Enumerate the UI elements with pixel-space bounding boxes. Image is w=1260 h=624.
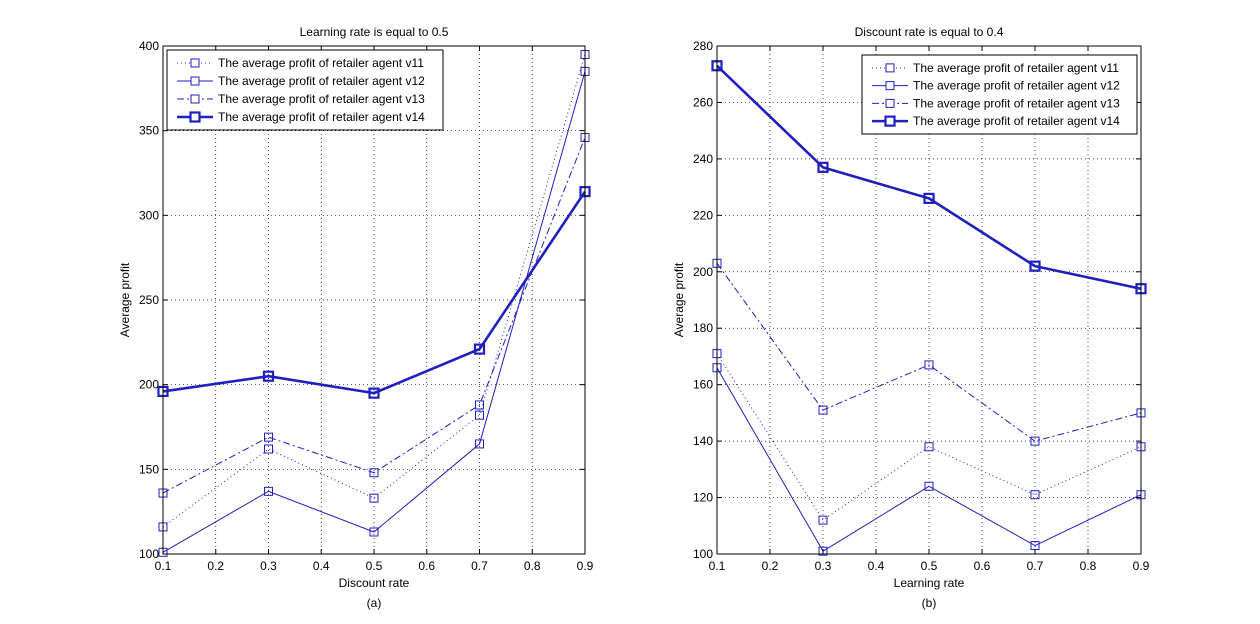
legend-marker-v11 [885,63,895,73]
chart-b: 0.1 0.2 0.3 0.4 0.5 0.6 0.7 0.8 0.9 100 120 140 160 1… [672,25,1150,610]
x-tick-label: 0.2 [207,559,224,573]
x-tick-label: 0.7 [471,559,488,573]
series-line-v14 [716,64,1142,290]
data-point-v11 [818,515,828,525]
data-point-v13 [264,432,273,442]
data-point-v13 [924,360,934,370]
data-point-v14 [473,343,486,355]
y-tick-label: 100 [693,547,713,561]
y-tick-label: 200 [693,265,713,279]
y-tick-label: 260 [693,95,713,109]
x-tick-label: 0.3 [815,559,832,573]
y-tick-label: 350 [139,124,159,138]
x-tick-label: 0.7 [1027,559,1044,573]
chart-a: 0.1 0.2 0.3 0.4 0.5 0.6 0.7 0.8 0.9 100 150 200 250 3… [118,25,594,610]
x-axis-label: Learning rate [894,576,965,590]
legend: The average profit of retailer agent v11… [861,54,1138,135]
y-tick-label: 400 [139,39,159,53]
y-tick-label: 120 [693,491,713,505]
x-tick-label: 0.1 [155,559,172,573]
data-point-v11 [264,444,273,454]
y-tick-label: 220 [693,208,713,222]
data-point-v14 [262,370,275,382]
chart-title: Discount rate is equal to 0.4 [855,25,1004,39]
legend-label-v14: The average profit of retailer agent v14 [913,114,1120,128]
series-line-v14 [162,190,587,395]
x-axis-label: Discount rate [339,576,410,590]
y-axis-label: Average profit [118,262,132,337]
x-tick-label: 0.2 [762,559,779,573]
data-point-v12 [475,439,484,449]
series-line-v13 [162,137,586,494]
legend-label-v11: The average profit of retailer agent v11 [218,56,424,70]
legend-marker-v12 [885,81,895,91]
figure-caption: (b) [922,596,937,610]
x-tick-label: 0.8 [1080,559,1097,573]
y-tick-label: 160 [693,378,713,392]
x-tick-label: 0.9 [1133,559,1150,573]
y-tick-label: 180 [693,321,713,335]
data-point-v11 [924,442,934,452]
x-tick-label: 0.4 [313,559,330,573]
legend-marker-v13 [190,94,200,104]
legend-marker-v12 [190,76,200,86]
y-tick-label: 280 [693,39,713,53]
data-point-v14 [817,161,829,173]
series-line-v13 [716,263,1142,442]
y-tick-label: 150 [139,462,159,476]
series-line-v12 [162,71,586,553]
legend-label-v13: The average profit of retailer agent v13 [218,92,425,106]
x-tick-label: 0.8 [524,559,541,573]
data-point-v13 [818,405,828,415]
series-line-v12 [716,367,1142,552]
data-point-v12 [264,486,273,496]
chart-title: Learning rate is equal to 0.5 [300,25,449,39]
legend-label-v14: The average profit of retailer agent v14 [218,110,425,124]
data-point-v14 [368,387,380,399]
data-point-v14 [923,192,935,204]
data-point-v11 [369,493,379,503]
legend-marker-v14 [189,111,201,123]
legend-marker-v13 [885,98,895,108]
data-point-v11 [475,410,484,420]
data-point-v13 [1030,436,1040,446]
figure-caption: (a) [367,596,382,610]
x-tick-label: 0.3 [260,559,277,573]
x-tick-label: 0.9 [577,559,594,573]
data-point-v13 [475,400,484,410]
x-tick-label: 0.6 [974,559,991,573]
y-tick-label: 200 [139,378,159,392]
y-axis-label: Average profit [672,262,686,337]
x-tick-label: 0.4 [868,559,885,573]
data-point-v12 [369,527,379,537]
y-tick-label: 140 [693,434,713,448]
legend-label-v12: The average profit of retailer agent v12 [218,74,425,88]
legend-label-v11: The average profit of retailer agent v11 [913,61,1119,75]
legend-marker-v11 [190,58,200,68]
legend-label-v13: The average profit of retailer agent v13 [913,96,1120,110]
x-tick-label: 0.1 [709,559,726,573]
legend-marker-v14 [884,115,896,127]
y-tick-label: 300 [139,208,159,222]
data-point-v12 [924,481,934,491]
y-tick-label: 100 [139,547,159,561]
data-point-v12 [818,546,828,556]
legend-label-v12: The average profit of retailer agent v12 [913,79,1120,93]
x-tick-label: 0.5 [921,559,938,573]
data-point-v13 [369,468,379,478]
data-point-v14 [1029,260,1041,272]
legend: The average profit of retailer agent v11… [166,49,444,131]
y-tick-label: 240 [693,152,713,166]
x-tick-label: 0.5 [366,559,383,573]
data-point-v11 [1030,490,1040,500]
y-tick-label: 250 [139,293,159,307]
x-tick-label: 0.6 [418,559,435,573]
